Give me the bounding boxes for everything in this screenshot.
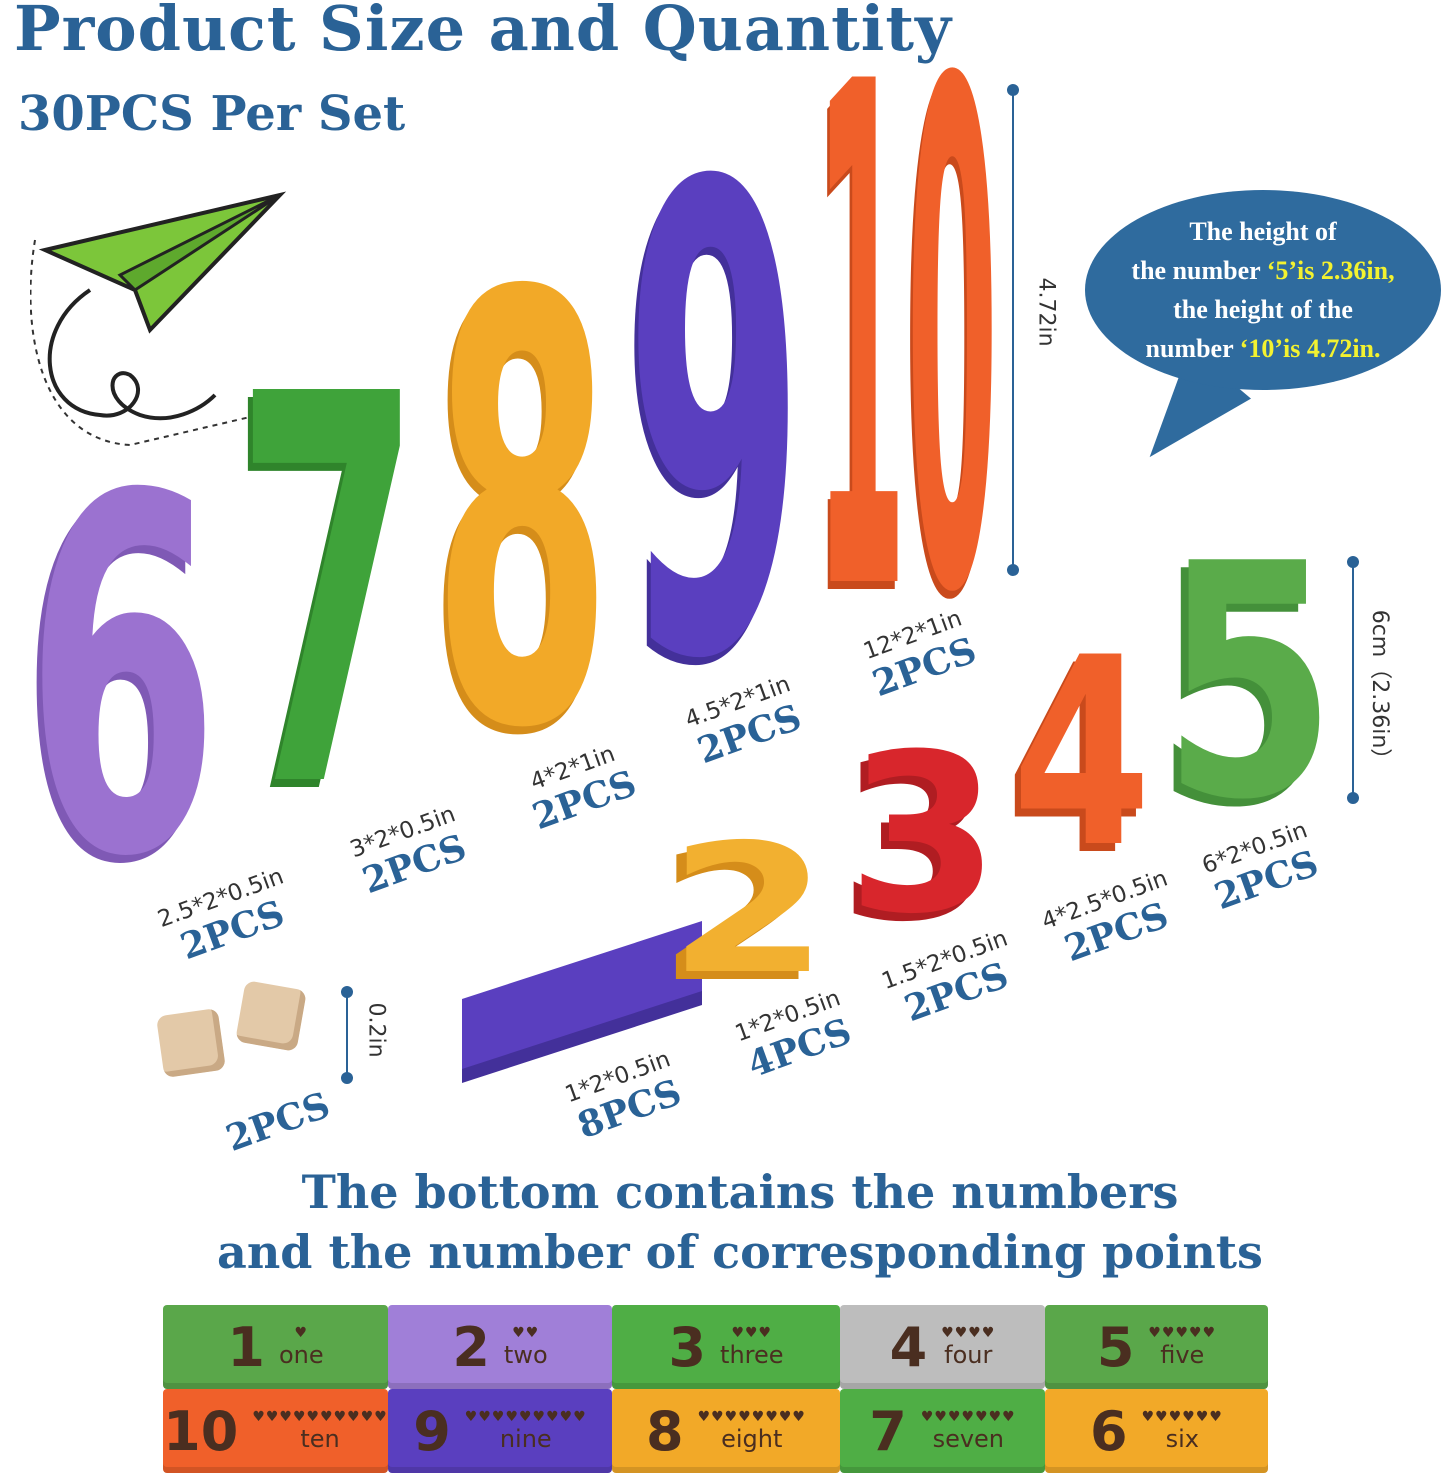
number-tile-3: 3 ♥♥♥ three (612, 1305, 840, 1389)
bubble-line: number ‘10’is 4.72in. (1085, 329, 1441, 368)
paper-plane-icon (30, 191, 287, 447)
tile-word: ♥ one (279, 1325, 324, 1369)
heart-dots-icon: ♥♥ (512, 1325, 540, 1341)
number-block-7: 7 (235, 283, 422, 906)
tile-word: ♥♥♥♥♥♥♥♥♥ nine (465, 1409, 587, 1453)
bottom-caption-line2: and the number of corresponding points (217, 1225, 1263, 1279)
dimension-dot (1007, 564, 1019, 576)
tile-number: 3 (668, 1315, 707, 1379)
tile-number: 4 (889, 1315, 928, 1379)
dimension-dot (1347, 792, 1359, 804)
tile-number: 9 (413, 1399, 451, 1463)
number-tile-6: 6 ♥♥♥♥♥♥ six (1045, 1389, 1268, 1473)
number-block-5: 5 (1162, 495, 1337, 870)
tile-number: 2 (452, 1315, 490, 1379)
number-block-10: 10 (815, 0, 998, 745)
tile-word-text: three (720, 1341, 784, 1369)
tile-number: 10 (163, 1399, 239, 1463)
number-tile-10: 10 ♥♥♥♥♥♥♥♥♥♥ ten (163, 1389, 388, 1473)
number-tile-5: 5 ♥♥♥♥♥ five (1045, 1305, 1268, 1389)
heart-dots-icon: ♥♥♥♥ (941, 1325, 996, 1341)
tile-word-text: nine (499, 1425, 552, 1453)
tile-word: ♥♥♥♥♥ five (1148, 1325, 1216, 1369)
dice-quantity: 2PCS (220, 1084, 336, 1160)
tile-word: ♥♥♥♥♥♥♥♥ eight (698, 1409, 806, 1453)
tall-dimension-line (1012, 90, 1014, 570)
bottom-tiles-grid: 1 ♥ one 2 ♥♥ two 3 ♥♥♥ three 4 ♥♥♥♥ four 5 ♥♥♥♥♥ five 1… (163, 1305, 1268, 1473)
number-block-2: 2 (668, 806, 830, 1013)
tile-word: ♥♥♥♥♥♥ six (1142, 1409, 1223, 1453)
dice-icon (235, 980, 307, 1052)
heart-dots-icon: ♥♥♥♥♥♥♥♥♥♥ (252, 1409, 388, 1425)
heart-dots-icon: ♥♥♥♥♥♥ (1141, 1409, 1223, 1425)
heart-dots-icon: ♥♥♥♥♥♥♥♥ (697, 1409, 806, 1425)
bubble-highlight: ‘5’is 2.36in, (1266, 256, 1395, 285)
tile-word-text: eight (721, 1425, 783, 1453)
tile-word: ♥♥♥♥ four (941, 1325, 995, 1369)
number-tile-8: 8 ♥♥♥♥♥♥♥♥ eight (612, 1389, 840, 1473)
tile-word-text: ten (300, 1425, 340, 1453)
bottom-caption-line1: The bottom contains the numbers (301, 1165, 1179, 1219)
bubble-line: the number ‘5’is 2.36in, (1085, 251, 1441, 290)
heart-dots-icon: ♥♥♥ (731, 1325, 773, 1341)
tile-word: ♥♥ two (504, 1325, 548, 1369)
page-title: Product Size and Quantity (14, 0, 952, 65)
short-dimension-line (1352, 562, 1354, 798)
tile-word: ♥♥♥ three (720, 1325, 784, 1369)
number-block-9: 9 (625, 50, 805, 800)
tile-number: 6 (1090, 1399, 1128, 1463)
number-block-1 (462, 921, 702, 1069)
heart-dots-icon: ♥ (294, 1325, 309, 1341)
tile-number: 5 (1096, 1315, 1135, 1379)
bubble-text: number (1145, 334, 1240, 363)
number-block-4: 4 (1012, 603, 1152, 905)
tile-word: ♥♥♥♥♥♥♥ seven (921, 1409, 1016, 1453)
dimension-dot (1347, 556, 1359, 568)
dice-dimension-line (346, 992, 348, 1078)
tile-word-text: five (1160, 1341, 1205, 1369)
number-block-8: 8 (432, 171, 613, 857)
tall-dimension-text: 4.72in (1033, 277, 1059, 347)
tile-number: 7 (869, 1399, 907, 1463)
dimension-dot (1007, 84, 1019, 96)
heart-dots-icon: ♥♥♥♥♥♥♥ (920, 1409, 1016, 1425)
height-note-bubble: The height of the number ‘5’is 2.36in, t… (1085, 190, 1441, 390)
tile-word-text: two (503, 1341, 548, 1369)
dice-icon (155, 1007, 227, 1079)
tile-word-text: four (944, 1341, 993, 1369)
bubble-line: The height of (1189, 217, 1337, 246)
bubble-line: the height of the (1173, 295, 1353, 324)
tile-word-text: one (278, 1341, 324, 1369)
tile-word-text: six (1165, 1425, 1199, 1453)
tile-word: ♥♥♥♥♥♥♥♥♥♥ ten (252, 1409, 388, 1453)
size-label-1: 1*2*0.5in 8PCS (562, 1046, 688, 1147)
number-block-6: 6 (25, 393, 220, 964)
bubble-highlight: ‘10’is 4.72in. (1239, 334, 1381, 363)
tile-word-text: seven (932, 1425, 1005, 1453)
dice-size: 0.2in (363, 1002, 389, 1058)
tile-number: 1 (227, 1315, 265, 1379)
heart-dots-icon: ♥♥♥♥♥ (1148, 1325, 1217, 1341)
number-tile-9: 9 ♥♥♥♥♥♥♥♥♥ nine (388, 1389, 612, 1473)
dimension-dot (341, 1072, 353, 1084)
dimension-dot (341, 986, 353, 998)
number-tile-7: 7 ♥♥♥♥♥♥♥ seven (840, 1389, 1045, 1473)
number-tile-1: 1 ♥ one (163, 1305, 388, 1389)
number-block-3: 3 (847, 707, 1000, 962)
number-tile-4: 4 ♥♥♥♥ four (840, 1305, 1045, 1389)
bubble-text: the number (1131, 256, 1267, 285)
heart-dots-icon: ♥♥♥♥♥♥♥♥♥ (464, 1409, 587, 1425)
short-dimension-text: 6cm（2.36in） (1367, 609, 1392, 771)
tile-number: 8 (646, 1399, 684, 1463)
number-tile-2: 2 ♥♥ two (388, 1305, 612, 1389)
page-subtitle: 30PCS Per Set (18, 86, 406, 142)
